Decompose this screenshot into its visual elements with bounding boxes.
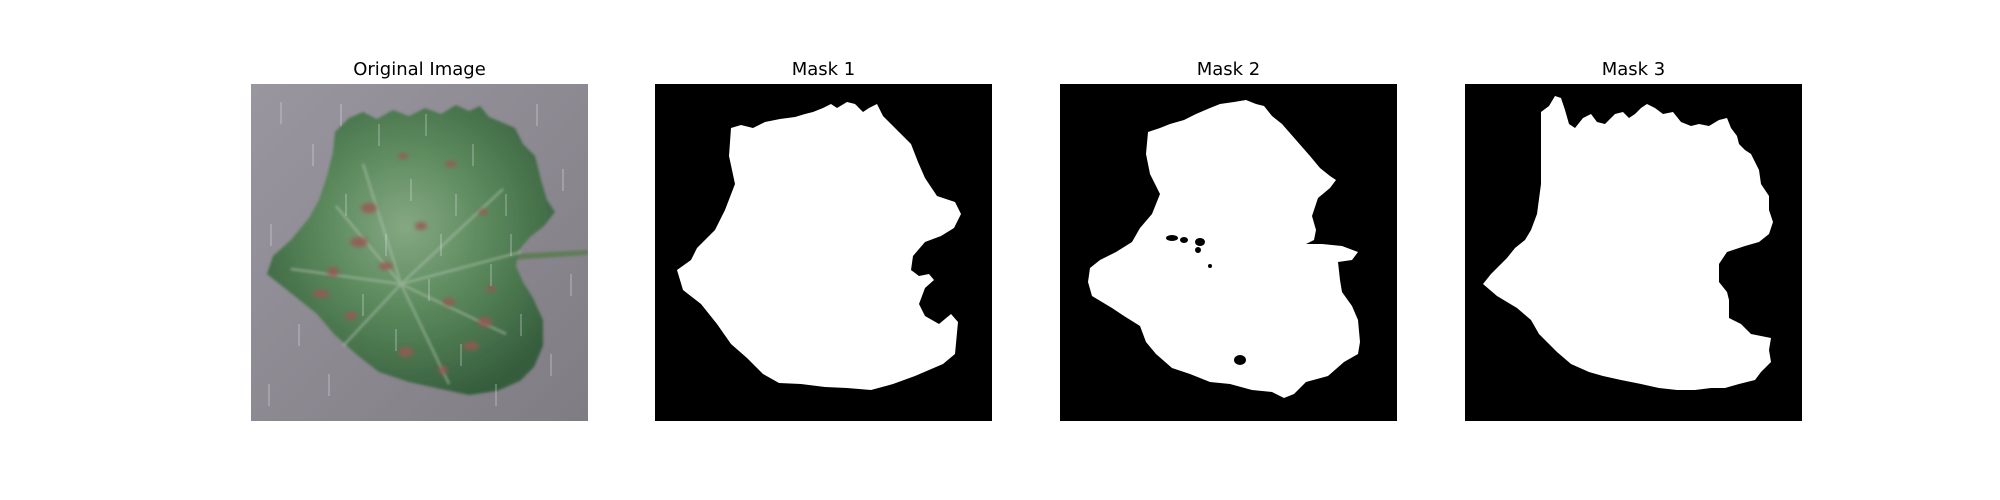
panel-title: Mask 1 bbox=[791, 59, 856, 80]
panel-title: Mask 2 bbox=[1196, 59, 1261, 80]
original-image-panel: Original Image bbox=[251, 58, 588, 421]
mask-3-panel: Mask 3 bbox=[1465, 58, 1802, 421]
panel-title: Original Image bbox=[353, 59, 486, 80]
mask-2-panel: Mask 2 bbox=[1060, 58, 1397, 421]
panel-title: Mask 3 bbox=[1601, 59, 1666, 80]
mask-1-panel: Mask 1 bbox=[655, 58, 992, 421]
mask-3-image bbox=[1465, 84, 1802, 421]
leaf-photo bbox=[251, 84, 588, 421]
mask-2-image bbox=[1060, 84, 1397, 421]
mask-1-image bbox=[655, 84, 992, 421]
